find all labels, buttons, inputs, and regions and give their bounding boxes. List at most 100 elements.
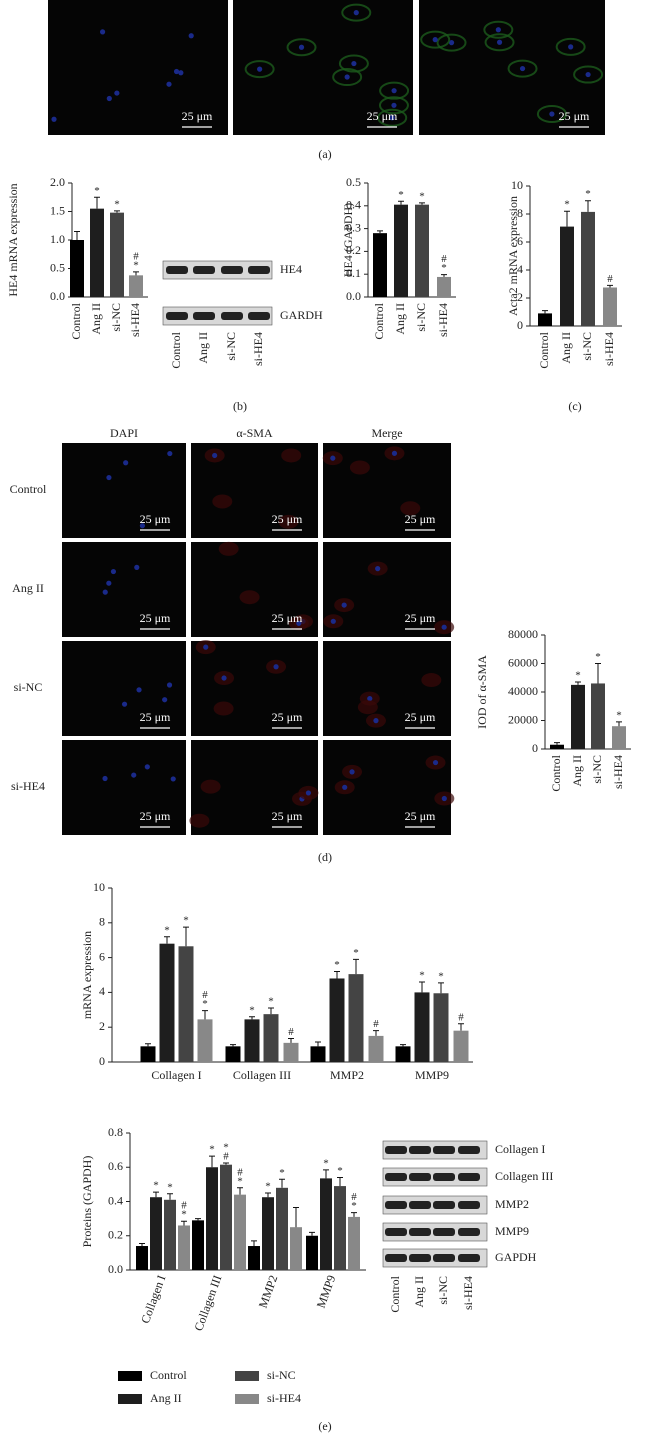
nucleus [344, 74, 350, 80]
blot-strip [162, 306, 273, 326]
cell [286, 38, 317, 57]
band [409, 1201, 431, 1209]
cell [332, 68, 363, 87]
legend-swatch [118, 1371, 142, 1381]
scale-bar-label: 25 μm [140, 809, 171, 823]
significance-mark: * [323, 1157, 329, 1169]
significance-mark: * [337, 1165, 343, 1177]
scale-bar-label: 25 μm [140, 710, 171, 724]
error-bar [279, 1178, 285, 1188]
bar [437, 276, 451, 297]
nucleus [496, 39, 503, 45]
nucleus [519, 65, 526, 72]
scale-bar-label: 25 μm [272, 809, 303, 823]
blot-category: Ang II [412, 1276, 426, 1308]
y-tick-label: 0.0 [108, 1262, 123, 1276]
error-bar [181, 1220, 187, 1226]
x-tick-label: MMP9 [314, 1273, 339, 1310]
error-bar [195, 1218, 201, 1221]
cell [244, 60, 275, 79]
y-tick-label: 0 [532, 741, 538, 755]
micrograph [323, 542, 451, 637]
error-bar [209, 1155, 215, 1168]
band [248, 266, 270, 274]
x-tick-label: si-NC [414, 303, 428, 332]
error-bar [441, 274, 447, 277]
nucleus [342, 784, 348, 790]
x-tick-label: Collagen III [191, 1273, 224, 1333]
band [433, 1254, 455, 1262]
row-label: si-NC [14, 680, 43, 694]
cell [484, 33, 515, 52]
error-bar [351, 1212, 357, 1217]
error-bar [334, 971, 340, 979]
y-tick-label: 0 [99, 1054, 105, 1068]
error-bar [230, 1044, 236, 1047]
nucleus [110, 568, 117, 575]
cell [341, 3, 372, 22]
nucleus [585, 71, 591, 78]
x-tick-label: Ang II [570, 755, 584, 787]
micrograph [62, 740, 186, 835]
blot-category: si-NC [436, 1276, 450, 1305]
error-bar [400, 1044, 406, 1047]
y-tick-label: 2 [517, 290, 523, 304]
error-bar [94, 196, 100, 209]
cell [239, 590, 260, 605]
error-bar [542, 310, 548, 314]
y-tick-label: 20000 [508, 712, 538, 726]
y-tick-label: 0.4 [108, 1193, 123, 1207]
error-bar [202, 1010, 208, 1020]
x-tick-label: Control [69, 302, 83, 339]
significance-mark: # [441, 253, 447, 265]
scale-bar-label: 25 μm [140, 611, 171, 625]
band [221, 312, 243, 320]
nucleus [203, 644, 209, 650]
nucleus [351, 60, 357, 67]
micrograph [62, 443, 186, 538]
cell [420, 30, 451, 49]
y-tick-label: 0.6 [108, 1159, 123, 1173]
y-tick-label: 60000 [508, 655, 538, 669]
scale-bar-label: 25 μm [405, 611, 436, 625]
bar [603, 287, 617, 326]
significance-mark: * [334, 959, 340, 971]
y-tick-label: 0 [517, 318, 523, 332]
legend-label: si-NC [267, 1368, 296, 1382]
y-tick-label: 80000 [508, 627, 538, 641]
nucleus [178, 70, 184, 76]
band [409, 1146, 431, 1154]
x-tick-label: si-HE4 [128, 303, 142, 337]
error-bar [595, 663, 601, 684]
legend-label: Control [150, 1368, 187, 1382]
scale-bar-label: 25 μm [182, 109, 213, 123]
significance-mark: * [223, 1142, 229, 1154]
bar [581, 211, 595, 326]
bar [234, 1194, 246, 1270]
x-tick-label: Ang II [393, 303, 407, 335]
scale-bar-label: 25 μm [405, 512, 436, 526]
bar [178, 946, 194, 1062]
error-bar [133, 271, 139, 276]
legend-label: si-HE4 [267, 1391, 301, 1405]
micrograph [323, 443, 451, 538]
x-tick-label: Collagen I [138, 1273, 168, 1325]
error-bar [585, 200, 591, 212]
y-tick-label: 0.5 [50, 260, 65, 274]
x-tick-label: si-NC [109, 303, 123, 332]
error-bar [353, 958, 359, 975]
nucleus [373, 718, 379, 724]
band [221, 266, 243, 274]
error-bar [607, 284, 613, 288]
y-tick-label: 0.2 [108, 1228, 123, 1242]
nucleus [134, 564, 140, 570]
bar [276, 1187, 288, 1270]
band [385, 1201, 407, 1209]
nucleus [568, 44, 574, 50]
nucleus [114, 90, 120, 96]
nucleus [212, 452, 218, 459]
nucleus [162, 697, 168, 703]
nucleus [106, 474, 112, 481]
panel-label: (d) [318, 850, 332, 864]
